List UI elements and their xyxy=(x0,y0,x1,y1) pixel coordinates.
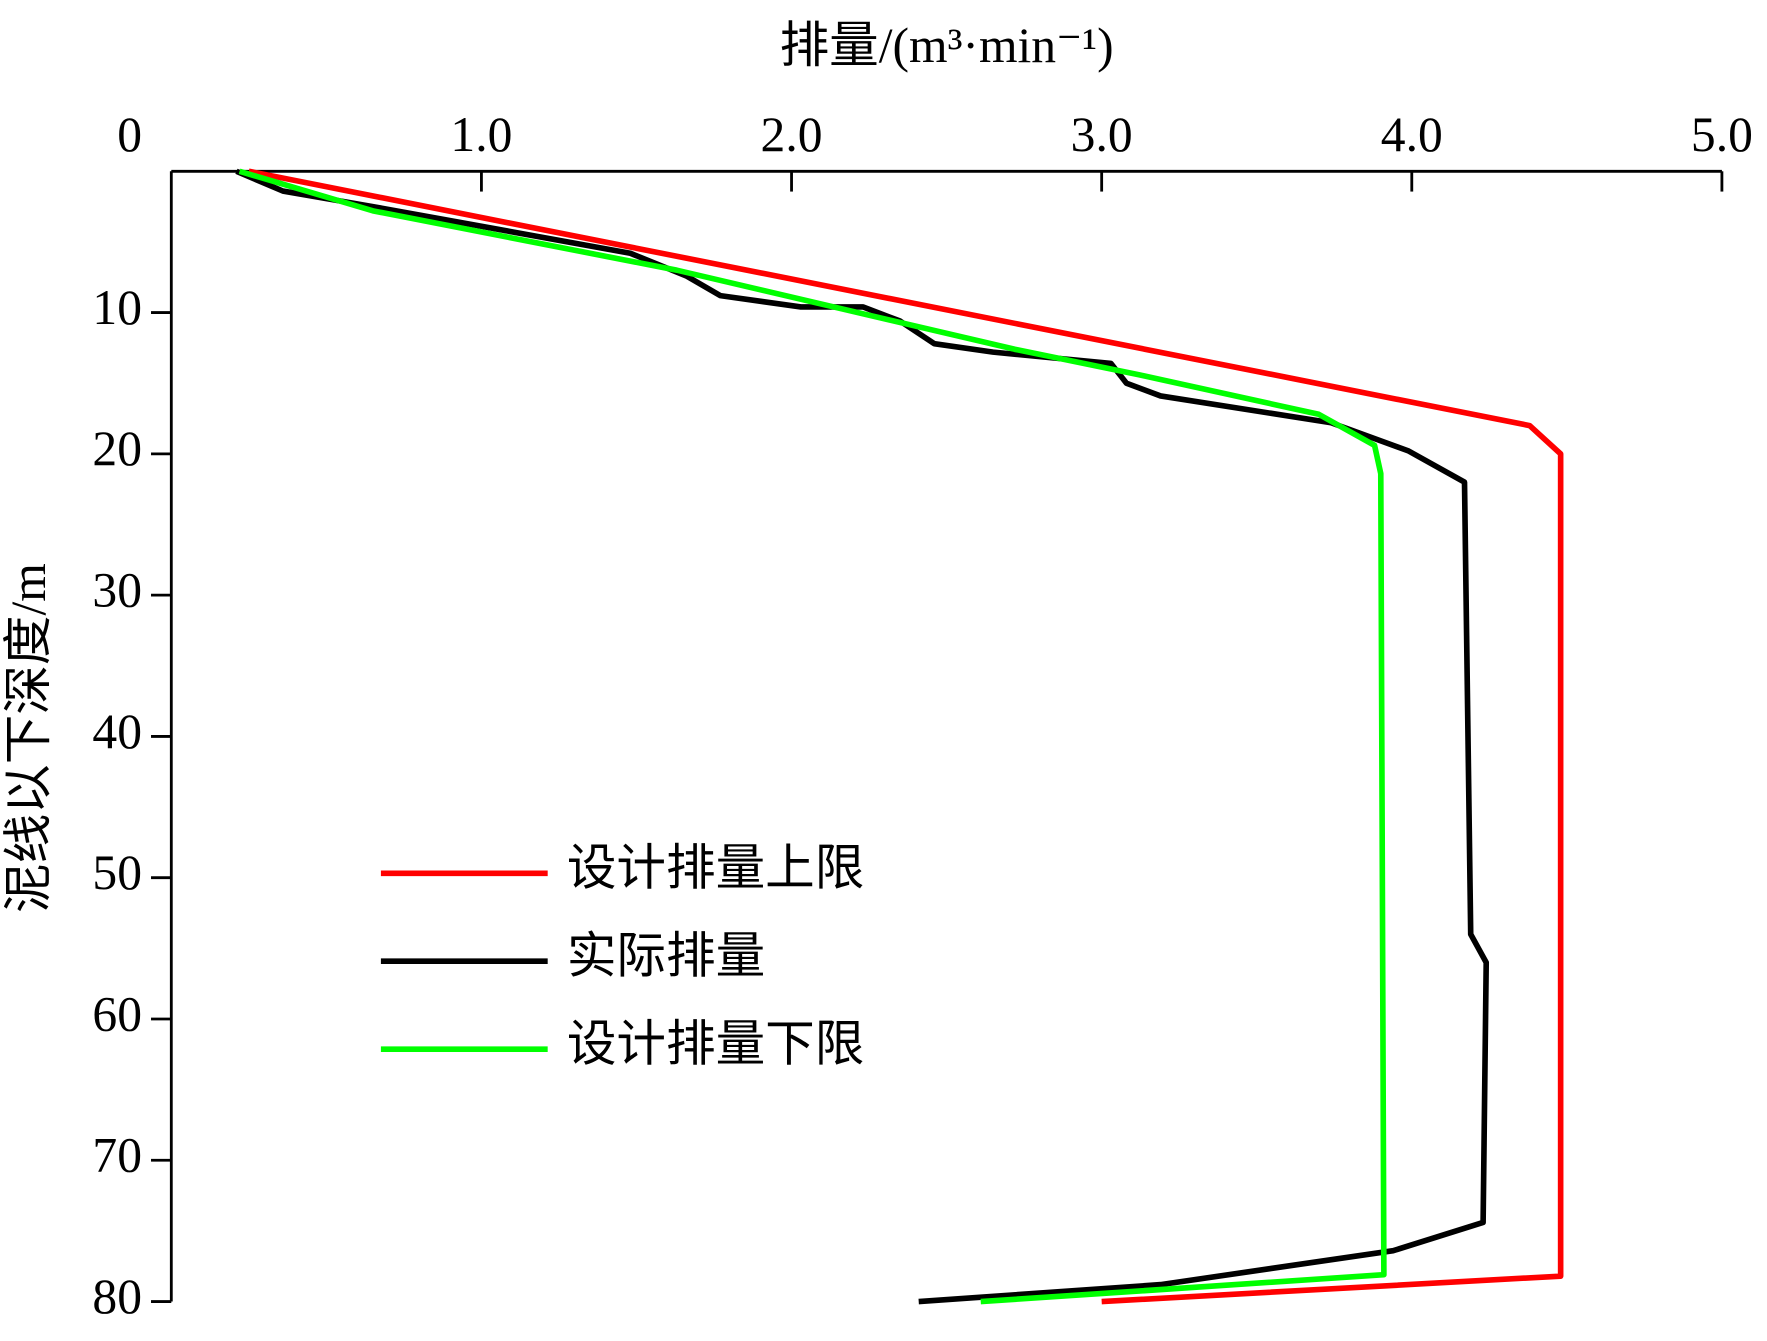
x-axis-title: 排量/(m³·min⁻¹) xyxy=(780,18,1114,73)
legend-label: 设计排量上限 xyxy=(567,841,864,896)
y-tick-label: 80 xyxy=(92,1269,142,1324)
y-tick-label: 50 xyxy=(92,845,142,900)
data-line xyxy=(248,168,1564,1305)
y-tick-label: 30 xyxy=(92,563,142,618)
data-line xyxy=(235,168,1490,1305)
y-tick-label: 20 xyxy=(92,421,142,476)
legend-label: 实际排量 xyxy=(567,929,765,984)
x-tick-label: 4.0 xyxy=(1381,107,1443,162)
y-tick-label: 70 xyxy=(92,1128,142,1183)
x-tick-label: 1.0 xyxy=(450,107,512,162)
y-axis-title: 泥线以下深度/m xyxy=(1,563,56,913)
y-tick-label: 60 xyxy=(92,986,142,1041)
x-tick-label: 3.0 xyxy=(1071,107,1133,162)
x-tick-label: 5.0 xyxy=(1691,107,1753,162)
y-tick-label: 40 xyxy=(92,704,142,759)
y-tick-label: 10 xyxy=(92,280,142,335)
x-tick-label: 0 xyxy=(117,107,142,162)
legend-label: 设计排量下限 xyxy=(567,1017,864,1072)
data-line xyxy=(238,168,1387,1305)
x-tick-label: 2.0 xyxy=(761,107,823,162)
